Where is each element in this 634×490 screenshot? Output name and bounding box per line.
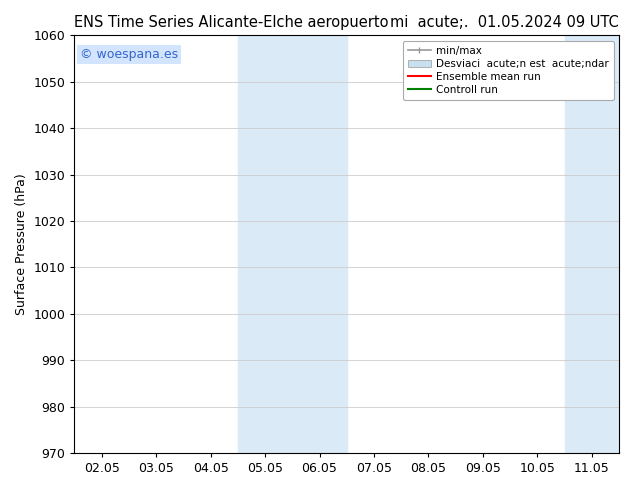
- Legend: min/max, Desviaci  acute;n est  acute;ndar, Ensemble mean run, Controll run: min/max, Desviaci acute;n est acute;ndar…: [403, 41, 614, 100]
- Y-axis label: Surface Pressure (hPa): Surface Pressure (hPa): [15, 173, 28, 315]
- Text: © woespana.es: © woespana.es: [80, 48, 178, 61]
- Text: ENS Time Series Alicante-Elche aeropuerto: ENS Time Series Alicante-Elche aeropuert…: [74, 15, 389, 30]
- Text: mi  acute;.  01.05.2024 09 UTC: mi acute;. 01.05.2024 09 UTC: [391, 15, 619, 30]
- Bar: [238, 35, 347, 453]
- Bar: [564, 35, 619, 453]
